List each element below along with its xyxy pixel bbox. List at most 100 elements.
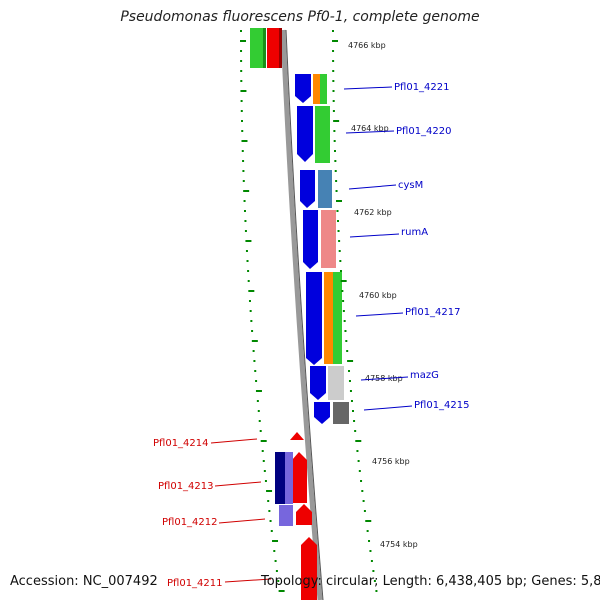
gene-label-mazg[interactable]: mazG — [410, 370, 439, 381]
tick-mark — [272, 540, 279, 542]
tick-mark — [332, 90, 335, 92]
reverse-cds-group — [275, 432, 317, 600]
tick-mark — [267, 500, 270, 502]
cog-bar-ruma — [321, 210, 336, 268]
cds-pfl01-4215[interactable] — [314, 402, 330, 424]
map-title: Pseudomonas fluorescens Pf0-1, complete … — [120, 9, 480, 25]
tick-mark — [256, 400, 259, 402]
forward-cds-group — [295, 74, 330, 424]
tick-mark — [261, 450, 264, 452]
cds-pfl01-4211[interactable] — [301, 537, 317, 600]
kbp-label-4764: 4764 kbp — [351, 124, 389, 133]
tick-mark — [350, 400, 353, 402]
tick-mark — [337, 220, 339, 222]
tick-mark — [244, 230, 247, 232]
tick-mark — [240, 30, 242, 32]
tick-mark — [240, 50, 243, 52]
gene-label-pfl01-4221[interactable]: Pfl01_4221 — [394, 82, 450, 93]
cds-pfl01-4214[interactable] — [290, 432, 304, 440]
cds-ruma[interactable] — [303, 210, 318, 269]
tick-mark — [344, 330, 347, 332]
gene-label-pfl01-4212[interactable]: Pfl01_4212 — [162, 517, 218, 528]
tick-mark — [242, 160, 245, 162]
tick-mark — [348, 380, 351, 382]
cog-bar-4221-green — [320, 74, 327, 104]
gene-label-ruma[interactable]: rumA — [401, 227, 428, 238]
kbp-label-4756: 4756 kbp — [372, 457, 410, 466]
cds-mazg[interactable] — [310, 366, 326, 400]
tick-mark — [248, 290, 255, 292]
tick-mark — [240, 100, 243, 102]
tick-mark — [240, 70, 243, 72]
tick-mark — [243, 200, 246, 202]
cds-pfl01-4212[interactable] — [296, 504, 312, 525]
tick-mark — [334, 170, 337, 172]
tick-mark — [336, 200, 343, 202]
genome-backbone-shadow — [285, 29, 324, 600]
tick-mark — [274, 560, 277, 562]
tick-mark — [362, 500, 365, 502]
tick-mark — [355, 440, 362, 442]
tick-mark — [241, 150, 244, 152]
tick-mark — [332, 60, 335, 62]
tick-mark — [336, 210, 339, 212]
cds-cysm[interactable] — [300, 170, 315, 208]
tick-mark — [332, 100, 335, 102]
tick-mark — [241, 130, 244, 132]
tick-mark — [363, 510, 366, 512]
tick-mark — [333, 130, 336, 132]
cds-pfl01-4213[interactable] — [292, 452, 307, 503]
tick-mark — [372, 570, 375, 572]
tick-mark — [263, 470, 266, 472]
top-cog-bar-shadow — [263, 28, 266, 68]
tick-mark — [258, 420, 261, 422]
kbp-label-4766: 4766 kbp — [348, 41, 386, 50]
cds-pfl01-4217[interactable] — [306, 272, 322, 365]
tick-mark — [339, 270, 342, 272]
cog-bar-4213-purple — [285, 452, 293, 504]
tick-mark — [260, 440, 267, 442]
tick-mark — [357, 460, 360, 462]
gene-label-pfl01-4214[interactable]: Pfl01_4214 — [153, 438, 209, 449]
cds-pfl01-4221[interactable] — [295, 74, 311, 103]
cog-bar-4217-green — [333, 272, 342, 364]
cog-bar-4221-orange — [313, 74, 320, 104]
cog-bar-4215 — [333, 402, 349, 424]
tick-mark — [345, 340, 348, 342]
tick-mark — [240, 110, 243, 112]
gene-label-pfl01-4217[interactable]: Pfl01_4217 — [405, 307, 461, 318]
tick-mark — [268, 510, 271, 512]
kbp-label-4762: 4762 kbp — [354, 208, 392, 217]
tick-mark — [253, 360, 256, 362]
tick-mark — [254, 370, 257, 372]
tick-mark — [337, 230, 340, 232]
gene-label-pfl01-4215[interactable]: Pfl01_4215 — [414, 400, 470, 411]
tick-mark — [373, 580, 376, 582]
tick-mark — [332, 110, 335, 112]
cog-bar-4217-orange — [324, 272, 333, 364]
tick-mark — [266, 490, 273, 492]
tick-mark — [240, 40, 247, 42]
tick-mark — [368, 540, 371, 542]
tick-mark — [358, 470, 361, 472]
gene-label-cysm[interactable]: cysM — [398, 180, 423, 191]
tick-mark — [332, 40, 339, 42]
tick-mark — [278, 590, 285, 592]
forward-cog-group — [313, 74, 349, 424]
tick-mark — [335, 180, 338, 182]
cog-bar-mazg — [328, 366, 344, 400]
gene-label-pfl01-4213[interactable]: Pfl01_4213 — [158, 481, 214, 492]
tick-mark — [242, 170, 245, 172]
cds-pfl01-4220[interactable] — [297, 106, 313, 162]
tick-mark — [244, 220, 247, 222]
gene-label-pfl01-4220[interactable]: Pfl01_4220 — [396, 126, 452, 137]
tick-mark — [354, 430, 357, 432]
tick-mark — [262, 460, 265, 462]
gene-label-pfl01-4211[interactable]: Pfl01_4211 — [167, 578, 223, 589]
tick-mark — [240, 90, 247, 92]
accession-text: Accession: NC_007492 — [10, 574, 158, 589]
tick-mark — [342, 310, 345, 312]
cog-bar-4220 — [315, 106, 330, 163]
tick-mark — [346, 350, 349, 352]
